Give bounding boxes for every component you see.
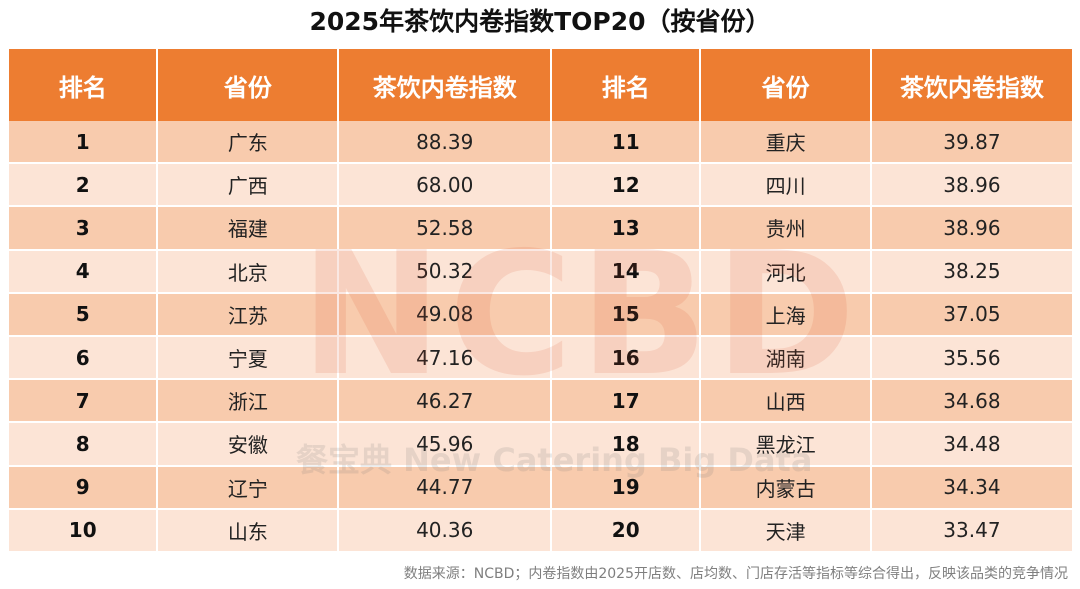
index-cell-left: 45.96 <box>338 422 552 467</box>
index-cell-right: 34.68 <box>870 379 1072 424</box>
province-cell-left: 辽宁 <box>157 465 340 510</box>
index-cell-left: 47.16 <box>338 335 552 381</box>
ranking-table: 排名 省份 茶饮内卷指数 排名 省份 茶饮内卷指数 1 广东 88.39 11 重庆 39… <box>9 49 1072 554</box>
province-cell-right: 上海 <box>700 292 872 337</box>
rank-cell-left: 1 <box>9 121 159 165</box>
province-cell-left: 安徽 <box>157 422 340 467</box>
rank-cell-right: 11 <box>551 121 702 165</box>
province-cell-left: 广西 <box>157 163 340 208</box>
index-cell-right: 34.48 <box>870 422 1072 467</box>
province-cell-right: 山西 <box>700 379 872 424</box>
province-cell-right: 四川 <box>700 163 872 208</box>
source-footnote: 数据来源：NCBD；内卷指数由2025开店数、店均数、门店存活等指标等综合得出，… <box>403 566 1068 582</box>
province-cell-left: 广东 <box>157 121 340 165</box>
index-cell-left: 44.77 <box>338 465 552 510</box>
table-body: 1 广东 88.39 11 重庆 39.87 2 广西 68.00 12 四川 38.96 3 福建 52.… <box>9 121 1072 554</box>
index-cell-left: 49.08 <box>338 292 552 337</box>
index-cell-left: 40.36 <box>338 508 552 554</box>
index-cell-right: 37.05 <box>870 292 1072 337</box>
rank-cell-left: 10 <box>9 508 159 554</box>
header-index-left: 茶饮内卷指数 <box>338 49 552 121</box>
province-cell-right: 湖南 <box>700 335 872 381</box>
table-row: 3 福建 52.58 13 贵州 38.96 <box>9 206 1072 251</box>
province-cell-left: 宁夏 <box>157 335 340 381</box>
province-cell-left: 北京 <box>157 249 340 294</box>
rank-cell-left: 2 <box>9 163 159 208</box>
index-cell-left: 52.58 <box>338 206 552 251</box>
rank-cell-right: 13 <box>551 206 702 251</box>
rank-cell-left: 7 <box>9 379 159 424</box>
table-row: 4 北京 50.32 14 河北 38.25 <box>9 249 1072 294</box>
rank-cell-right: 18 <box>551 422 702 467</box>
rank-cell-right: 16 <box>551 335 702 381</box>
header-province-right: 省份 <box>700 49 872 121</box>
chart-title: 2025年茶饮内卷指数TOP20（按省份） <box>309 7 771 36</box>
province-cell-left: 江苏 <box>157 292 340 337</box>
index-cell-left: 88.39 <box>338 121 552 165</box>
index-cell-right: 38.96 <box>870 163 1072 208</box>
province-cell-right: 天津 <box>700 508 872 554</box>
table-row: 9 辽宁 44.77 19 内蒙古 34.34 <box>9 465 1072 510</box>
rank-cell-left: 9 <box>9 465 159 510</box>
table-header-row: 排名 省份 茶饮内卷指数 排名 省份 茶饮内卷指数 <box>9 49 1072 121</box>
index-cell-right: 39.87 <box>870 121 1072 165</box>
province-cell-left: 浙江 <box>157 379 340 424</box>
province-cell-right: 黑龙江 <box>700 422 872 467</box>
province-cell-left: 福建 <box>157 206 340 251</box>
province-cell-right: 河北 <box>700 249 872 294</box>
ranking-table-container: 排名 省份 茶饮内卷指数 排名 省份 茶饮内卷指数 1 广东 88.39 11 重庆 39… <box>9 49 1072 554</box>
table-row: 5 江苏 49.08 15 上海 37.05 <box>9 292 1072 337</box>
province-cell-right: 贵州 <box>700 206 872 251</box>
index-cell-right: 34.34 <box>870 465 1072 510</box>
index-cell-left: 46.27 <box>338 379 552 424</box>
index-cell-left: 50.32 <box>338 249 552 294</box>
rank-cell-left: 3 <box>9 206 159 251</box>
table-row: 2 广西 68.00 12 四川 38.96 <box>9 163 1072 208</box>
rank-cell-right: 14 <box>551 249 702 294</box>
table-row: 1 广东 88.39 11 重庆 39.87 <box>9 121 1072 165</box>
index-cell-right: 38.25 <box>870 249 1072 294</box>
header-rank-left: 排名 <box>9 49 159 121</box>
table-row: 10 山东 40.36 20 天津 33.47 <box>9 508 1072 554</box>
rank-cell-left: 4 <box>9 249 159 294</box>
province-cell-left: 山东 <box>157 508 340 554</box>
index-cell-right: 38.96 <box>870 206 1072 251</box>
header-province-left: 省份 <box>157 49 340 121</box>
province-cell-right: 内蒙古 <box>700 465 872 510</box>
rank-cell-right: 20 <box>551 508 702 554</box>
rank-cell-right: 17 <box>551 379 702 424</box>
header-rank-right: 排名 <box>551 49 702 121</box>
rank-cell-left: 8 <box>9 422 159 467</box>
table-row: 6 宁夏 47.16 16 湖南 35.56 <box>9 335 1072 381</box>
table-row: 8 安徽 45.96 18 黑龙江 34.48 <box>9 422 1072 467</box>
rank-cell-left: 6 <box>9 335 159 381</box>
header-index-right: 茶饮内卷指数 <box>870 49 1072 121</box>
index-cell-right: 35.56 <box>870 335 1072 381</box>
rank-cell-right: 19 <box>551 465 702 510</box>
rank-cell-right: 15 <box>551 292 702 337</box>
index-cell-right: 33.47 <box>870 508 1072 554</box>
rank-cell-right: 12 <box>551 163 702 208</box>
index-cell-left: 68.00 <box>338 163 552 208</box>
rank-cell-left: 5 <box>9 292 159 337</box>
province-cell-right: 重庆 <box>700 121 872 165</box>
table-row: 7 浙江 46.27 17 山西 34.68 <box>9 379 1072 424</box>
